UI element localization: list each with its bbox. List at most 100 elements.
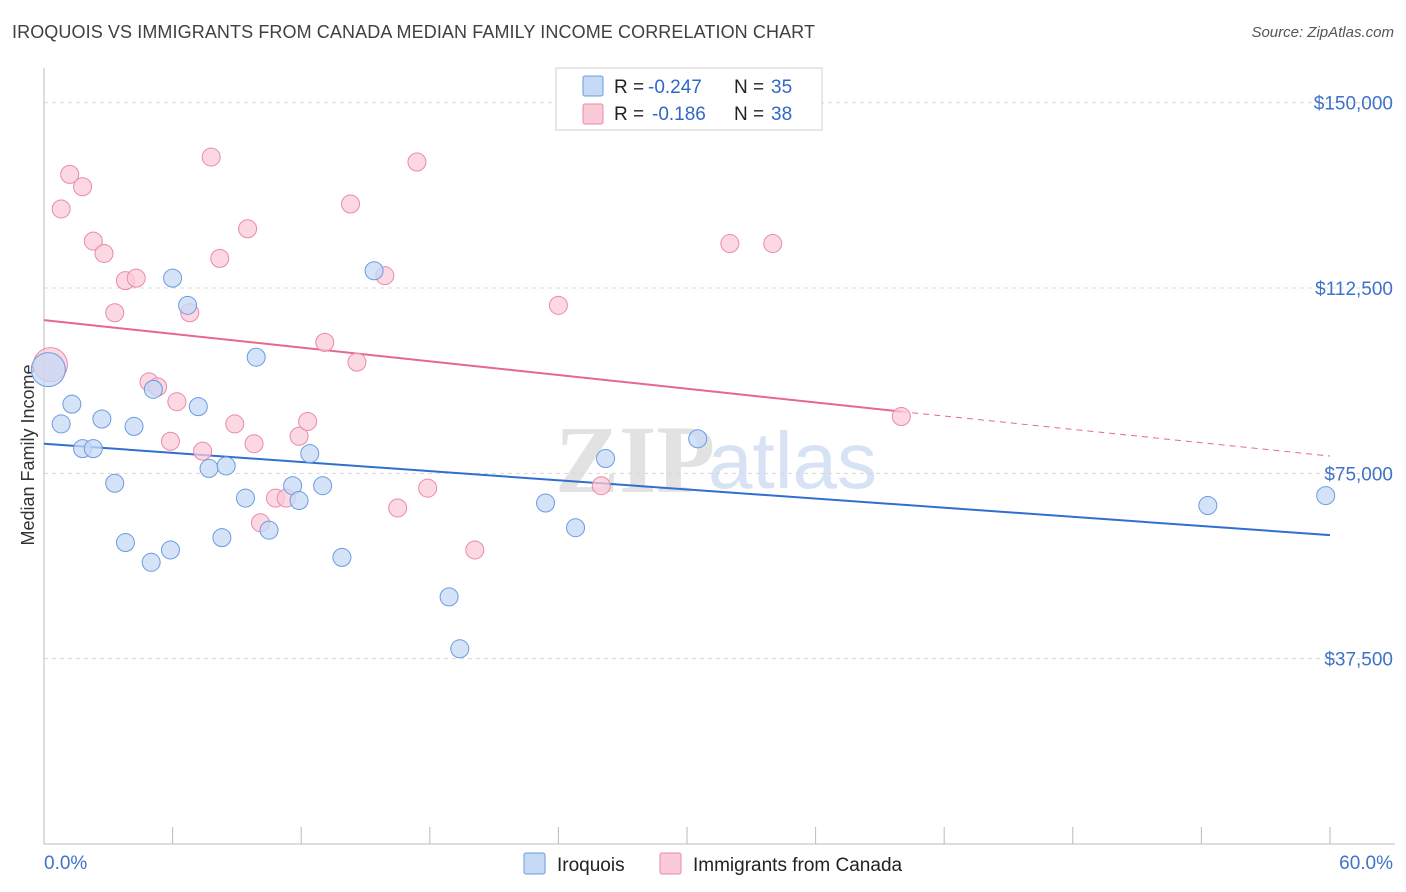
point-iroquois: [1316, 486, 1336, 506]
trend-lines: [43, 319, 1331, 537]
point-immigrants: [347, 352, 367, 372]
point-iroquois: [235, 488, 255, 508]
legend-n-label-1: N =: [734, 77, 764, 98]
y-axis-title: Median Family Income: [18, 364, 38, 545]
chart-title: IROQUOIS VS IMMIGRANTS FROM CANADA MEDIA…: [12, 22, 816, 42]
point-iroquois: [199, 458, 219, 478]
point-immigrants: [238, 219, 258, 239]
legend-r-value-1: -0.247: [648, 77, 702, 98]
legend-n-value-1: 35: [771, 77, 792, 98]
point-iroquois: [450, 639, 470, 659]
x-tick-label-max: 60.0%: [1339, 853, 1393, 874]
point-immigrants: [126, 268, 146, 288]
trend-line-immigrants: [43, 319, 902, 413]
point-iroquois: [105, 473, 125, 493]
point-immigrants: [244, 434, 264, 454]
point-immigrants: [591, 476, 611, 496]
point-iroquois: [30, 352, 66, 388]
y-tick-label: $75,000: [1324, 464, 1393, 485]
point-iroquois: [143, 379, 163, 399]
gridlines: [44, 102, 1395, 660]
y-tick-labels: $37,500 $75,000 $112,500 $150,000: [1314, 94, 1393, 671]
point-iroquois: [439, 587, 459, 607]
point-iroquois: [688, 429, 708, 449]
point-immigrants: [465, 540, 485, 560]
point-iroquois: [141, 552, 161, 572]
series-legend-swatch-immigrants: [659, 852, 682, 875]
point-iroquois: [289, 491, 309, 511]
legend-r-label-2: R =: [614, 104, 644, 125]
point-immigrants: [548, 295, 568, 315]
point-immigrants: [210, 248, 230, 268]
point-immigrants: [763, 234, 783, 254]
point-iroquois: [115, 533, 135, 553]
trend-line-immigrants-extension: [901, 411, 1331, 457]
point-iroquois: [300, 444, 320, 464]
point-iroquois: [216, 456, 236, 476]
series-legend-swatch-iroquois: [523, 852, 546, 875]
point-iroquois: [124, 416, 144, 436]
point-immigrants: [51, 199, 71, 219]
point-immigrants: [160, 431, 180, 451]
point-immigrants: [167, 392, 187, 412]
point-immigrants: [105, 303, 125, 323]
axes: [43, 68, 1395, 845]
watermark-atlas: atlas: [708, 416, 877, 505]
legend-r-value-2: -0.186: [652, 104, 706, 125]
point-iroquois: [178, 295, 198, 315]
point-iroquois: [246, 347, 266, 367]
legend-swatch-immigrants: [582, 103, 604, 125]
point-iroquois: [212, 528, 232, 548]
legend-n-label-2: N =: [734, 104, 764, 125]
point-iroquois: [364, 261, 384, 281]
y-tick-label: $112,500: [1315, 279, 1393, 300]
point-iroquois: [566, 518, 586, 538]
zipatlas-watermark: ZIP atlas: [555, 406, 877, 513]
x-tick-labels: 0.0% 60.0%: [44, 853, 1393, 874]
y-tick-label: $150,000: [1314, 94, 1393, 115]
series-legend-label-iroquois: Iroquois: [557, 855, 625, 876]
trend-line-iroquois: [43, 442, 1331, 537]
point-iroquois: [313, 476, 333, 496]
point-immigrants: [388, 498, 408, 518]
correlation-legend: R = -0.247 N = 35 R = -0.186 N = 38: [555, 67, 823, 131]
point-iroquois: [92, 409, 112, 429]
legend-r-label-1: R =: [614, 77, 644, 98]
x-tick-label-min: 0.0%: [44, 853, 87, 874]
point-immigrants: [289, 426, 309, 446]
point-iroquois: [332, 547, 352, 567]
point-iroquois: [83, 439, 103, 459]
point-iroquois: [51, 414, 71, 434]
point-immigrants: [418, 478, 438, 498]
point-iroquois: [596, 449, 616, 469]
point-iroquois: [536, 493, 556, 513]
point-iroquois: [188, 397, 208, 417]
point-immigrants: [60, 164, 80, 184]
point-immigrants: [315, 332, 335, 352]
legend-swatch-iroquois: [582, 75, 604, 97]
point-iroquois: [259, 520, 279, 540]
point-immigrants: [83, 231, 103, 251]
point-immigrants: [225, 414, 245, 434]
point-immigrants: [891, 407, 911, 427]
point-immigrants: [201, 147, 221, 167]
watermark-zip: ZIP: [555, 406, 715, 513]
point-immigrants: [407, 152, 427, 172]
series-legend-label-immigrants: Immigrants from Canada: [693, 855, 903, 876]
y-tick-label: $37,500: [1324, 650, 1393, 671]
series-legend: Iroquois Immigrants from Canada: [523, 852, 903, 876]
point-immigrants: [73, 177, 93, 197]
point-immigrants: [720, 234, 740, 254]
point-immigrants: [193, 441, 213, 461]
point-iroquois: [1198, 495, 1218, 515]
point-immigrants: [94, 243, 114, 263]
point-immigrants: [298, 411, 318, 431]
point-iroquois: [62, 394, 82, 414]
point-iroquois: [163, 268, 183, 288]
point-iroquois: [160, 540, 180, 560]
point-immigrants: [340, 194, 360, 214]
source-credit: Source: ZipAtlas.com: [1251, 24, 1394, 41]
data-points: [30, 147, 1336, 659]
legend-n-value-2: 38: [771, 104, 792, 125]
